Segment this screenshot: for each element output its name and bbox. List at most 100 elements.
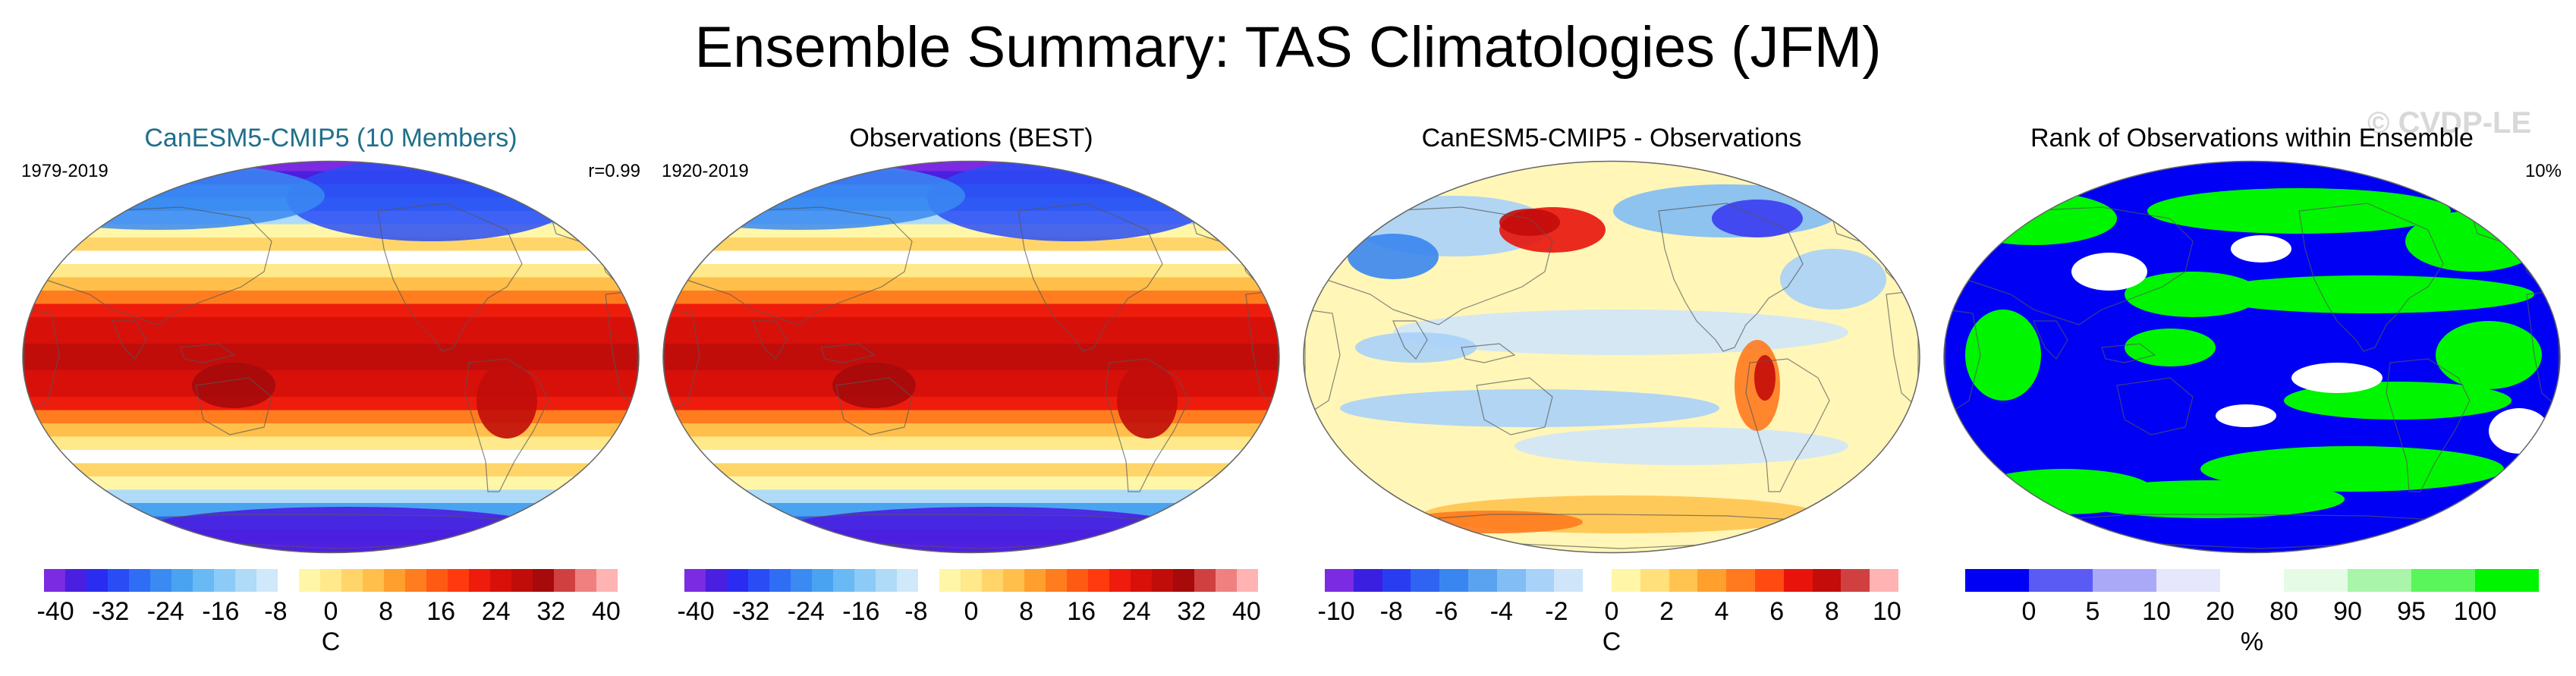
colorbar-segment xyxy=(1812,569,1842,592)
map-border xyxy=(662,160,1280,554)
colorbar-tick-label: 10 xyxy=(1872,597,1901,626)
colorbar-segment xyxy=(1697,569,1727,592)
panel-model-climatology: CanESM5-CMIP5 (10 Members) 1979-2019 r=0… xyxy=(11,114,651,668)
colorbar-segment xyxy=(86,569,108,592)
colorbar-segment xyxy=(918,569,939,592)
colorbar-segment xyxy=(1467,569,1497,592)
colorbar-tick-label: 0 xyxy=(2021,597,2037,626)
map-border xyxy=(1303,160,1920,554)
colorbar-segment xyxy=(108,569,129,592)
colorbar-tick-label: 32 xyxy=(1177,597,1206,626)
world-map xyxy=(1303,160,1920,554)
colorbar-tick-label: 2 xyxy=(1659,597,1675,626)
colorbar-segment xyxy=(854,569,876,592)
colorbar-segment xyxy=(1382,569,1411,592)
colorbar-segment xyxy=(448,569,469,592)
colorbar-segment xyxy=(193,569,214,592)
colorbar-segment xyxy=(1726,569,1755,592)
colorbar-segment xyxy=(1325,569,1354,592)
colorbar-segment xyxy=(2284,569,2348,592)
colorbar-segment xyxy=(1024,569,1046,592)
colorbar-tick-label: -2 xyxy=(1545,597,1568,626)
colorbar-segment xyxy=(727,569,748,592)
colorbar-tick-label: -32 xyxy=(92,597,130,626)
colorbar-segment xyxy=(1046,569,1067,592)
colorbar-segment xyxy=(129,569,150,592)
colorbar-tick-label: -16 xyxy=(842,597,880,626)
colorbar-tick-label: 0 xyxy=(323,597,338,626)
colorbar-segment xyxy=(533,569,554,592)
map-border xyxy=(1943,160,2561,554)
colorbar-segment xyxy=(748,569,769,592)
period-label: 1979-2019 xyxy=(21,161,109,181)
world-map xyxy=(662,160,1280,554)
colorbar-segment xyxy=(426,569,448,592)
panel-title: Observations (BEST) xyxy=(849,124,1093,152)
colorbar-ticks: 0 5 10 20 80 90 95 100 xyxy=(1965,596,2539,633)
colorbar-tick-label: -8 xyxy=(904,597,928,626)
colorbar-segment xyxy=(384,569,405,592)
colorbar-unit: % xyxy=(2240,627,2264,656)
colorbar-segment xyxy=(1353,569,1382,592)
colorbar-tick-label: 0 xyxy=(1604,597,1619,626)
colorbar-tick-label: 100 xyxy=(2453,597,2497,626)
colorbar-segment xyxy=(791,569,812,592)
colorbar-segment xyxy=(65,569,86,592)
colorbar-segment xyxy=(511,569,533,592)
colorbar-segment xyxy=(1088,569,1109,592)
colorbar-segment xyxy=(1783,569,1813,592)
colorbar-segment xyxy=(320,569,341,592)
colorbar-segment xyxy=(706,569,727,592)
colorbar-segment xyxy=(1237,569,1258,592)
world-map xyxy=(1943,160,2561,554)
colorbar-unit: C xyxy=(1602,627,1621,656)
colorbar-segment xyxy=(341,569,363,592)
colorbar xyxy=(44,569,618,592)
colorbar-segment xyxy=(897,569,918,592)
colorbar-segment xyxy=(1554,569,1584,592)
colorbar-segment xyxy=(2411,569,2475,592)
colorbar-tick-label: 0 xyxy=(964,597,979,626)
panel-observations: Observations (BEST) 1920-2019 -40 -32 -24-… xyxy=(651,114,1291,668)
colorbar-segment xyxy=(982,569,1003,592)
colorbar-segment xyxy=(1841,569,1870,592)
colorbar-tick-label: 4 xyxy=(1714,597,1729,626)
panel-rank: Rank of Observations within Ensemble 10%… xyxy=(1932,114,2572,668)
colorbar-segment xyxy=(490,569,511,592)
colorbar-tick-label: -4 xyxy=(1489,597,1513,626)
colorbar-segment xyxy=(2348,569,2411,592)
colorbar-segment xyxy=(596,569,618,592)
colorbar-segment xyxy=(299,569,320,592)
colorbar-segment xyxy=(961,569,982,592)
correlation-label: r=0.99 xyxy=(588,161,640,181)
colorbar-segment xyxy=(2156,569,2220,592)
colorbar-tick-label: -8 xyxy=(1379,597,1403,626)
colorbar-segment xyxy=(1496,569,1526,592)
colorbar-segment xyxy=(1870,569,1898,592)
colorbar-tick-label: 20 xyxy=(2206,597,2235,626)
colorbar-segment xyxy=(1754,569,1784,592)
colorbar xyxy=(1325,569,1898,592)
colorbar-segment xyxy=(1216,569,1237,592)
colorbar-tick-label: 8 xyxy=(1019,597,1034,626)
colorbar-segment xyxy=(1131,569,1152,592)
colorbar-tick-label: -10 xyxy=(1317,597,1355,626)
colorbar-segment xyxy=(939,569,961,592)
colorbar-tick-label: 24 xyxy=(481,597,511,626)
rank-percent-label: 10% xyxy=(2524,161,2562,181)
colorbar-segment xyxy=(1067,569,1088,592)
colorbar-tick-label: -6 xyxy=(1435,597,1458,626)
colorbar-tick-label: 24 xyxy=(1121,597,1151,626)
colorbar-tick-label: -24 xyxy=(787,597,825,626)
colorbar-tick-label: -40 xyxy=(677,597,715,626)
colorbar-segment xyxy=(1525,569,1555,592)
watermark: © CVDP-LE xyxy=(2367,106,2532,140)
colorbar-segment xyxy=(1583,569,1612,592)
colorbar-segment xyxy=(1194,569,1216,592)
colorbar-segment xyxy=(1669,569,1698,592)
colorbar-segment xyxy=(554,569,575,592)
colorbar-segment xyxy=(876,569,897,592)
colorbar-segment xyxy=(1173,569,1194,592)
colorbar-ticks: -40 -32 -24 -16 -8 0 8 16 24 32 40 xyxy=(37,596,621,633)
colorbar-tick-label: 95 xyxy=(2397,597,2426,626)
